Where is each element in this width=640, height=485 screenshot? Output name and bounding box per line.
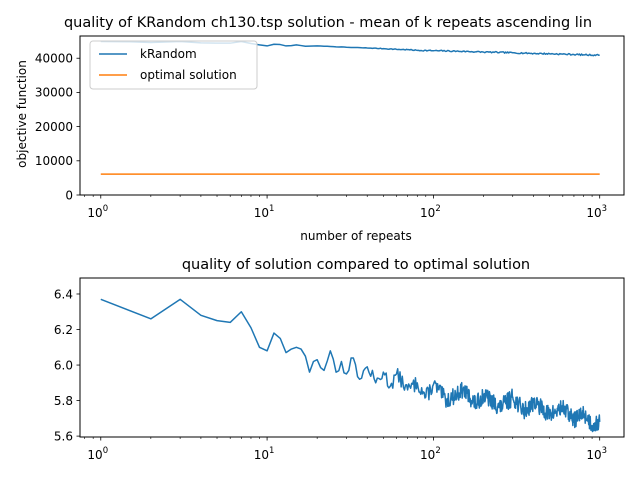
- ax1-x-tick-base: 10: [420, 206, 435, 220]
- ax2-x-tick-base: 10: [254, 448, 269, 462]
- legend-label-optimal: optimal solution: [140, 68, 237, 82]
- top-axes-frame: [79, 35, 625, 196]
- ax1-y-tick-label: 0: [65, 188, 73, 202]
- ax1-x-tick-exponent: 2: [435, 204, 440, 214]
- top-x-axis-label: number of repeats: [300, 229, 411, 243]
- ax1-y-tick-label: 20000: [35, 120, 73, 134]
- legend-box: [89, 40, 258, 90]
- ax1-x-tick-label: 100: [87, 204, 108, 220]
- ax2-y-tick-label: 5.8: [54, 394, 73, 408]
- ax2-x-tick-exponent: 3: [602, 446, 607, 456]
- top-x-ticks: 100 101 102 103: [84, 195, 607, 220]
- top-subplot: quality of KRandom ch130.tsp solution - …: [15, 15, 625, 243]
- ax1-x-tick-label: 103: [586, 204, 607, 220]
- ax1-x-tick-label: 101: [254, 204, 275, 220]
- ax2-y-tick-label: 6.0: [54, 358, 73, 372]
- ax1-y-tick-label: 40000: [35, 52, 73, 66]
- ax2-x-tick-base: 10: [586, 448, 601, 462]
- ax1-x-tick-exponent: 0: [103, 204, 108, 214]
- ax1-x-tick-label: 102: [420, 204, 441, 220]
- ax1-y-tick-label: 10000: [35, 154, 73, 168]
- ax2-x-tick-label: 103: [586, 446, 607, 462]
- ax1-y-tick-label: 30000: [35, 86, 73, 100]
- bottom-subplot: quality of solution compared to optimal …: [54, 257, 625, 462]
- bottom-chart-title: quality of solution compared to optimal …: [182, 257, 530, 273]
- ax2-x-tick-label: 100: [87, 446, 108, 462]
- ax2-x-tick-exponent: 1: [269, 446, 274, 456]
- ax1-x-tick-base: 10: [254, 206, 269, 220]
- ax2-y-tick-label: 6.2: [54, 323, 73, 337]
- top-series-layer: [100, 40, 600, 175]
- bottom-series-layer: [100, 298, 601, 433]
- bottom-y-ticks: 5.6 5.8 6.0 6.2 6.4: [54, 287, 80, 443]
- legend-label-krandom: kRandom: [140, 47, 197, 61]
- ax2-x-tick-label: 101: [254, 446, 275, 462]
- ax2-series-line-ratio: [100, 298, 601, 433]
- ax2-x-tick-base: 10: [420, 448, 435, 462]
- top-y-ticks: 0 10000 20000 30000 40000: [35, 52, 80, 202]
- ax2-x-tick-exponent: 2: [435, 446, 440, 456]
- ax1-x-tick-exponent: 1: [269, 204, 274, 214]
- ax1-x-tick-base: 10: [87, 206, 102, 220]
- legend: kRandom optimal solution: [89, 40, 258, 90]
- top-chart-title: quality of KRandom ch130.tsp solution - …: [64, 15, 592, 31]
- bottom-x-ticks: 100 101 102 103: [84, 437, 607, 462]
- ax2-x-tick-exponent: 0: [103, 446, 108, 456]
- ax2-y-tick-label: 5.6: [54, 429, 73, 443]
- ax2-x-tick-base: 10: [87, 448, 102, 462]
- top-y-axis-label: objective function: [15, 60, 29, 168]
- ax2-y-tick-label: 6.4: [54, 287, 73, 301]
- ax1-series-line-krandom: [100, 40, 600, 57]
- ax1-x-tick-base: 10: [586, 206, 601, 220]
- bottom-axes-frame: [79, 277, 625, 438]
- ax2-x-tick-label: 102: [420, 446, 441, 462]
- ax1-x-tick-exponent: 3: [602, 204, 607, 214]
